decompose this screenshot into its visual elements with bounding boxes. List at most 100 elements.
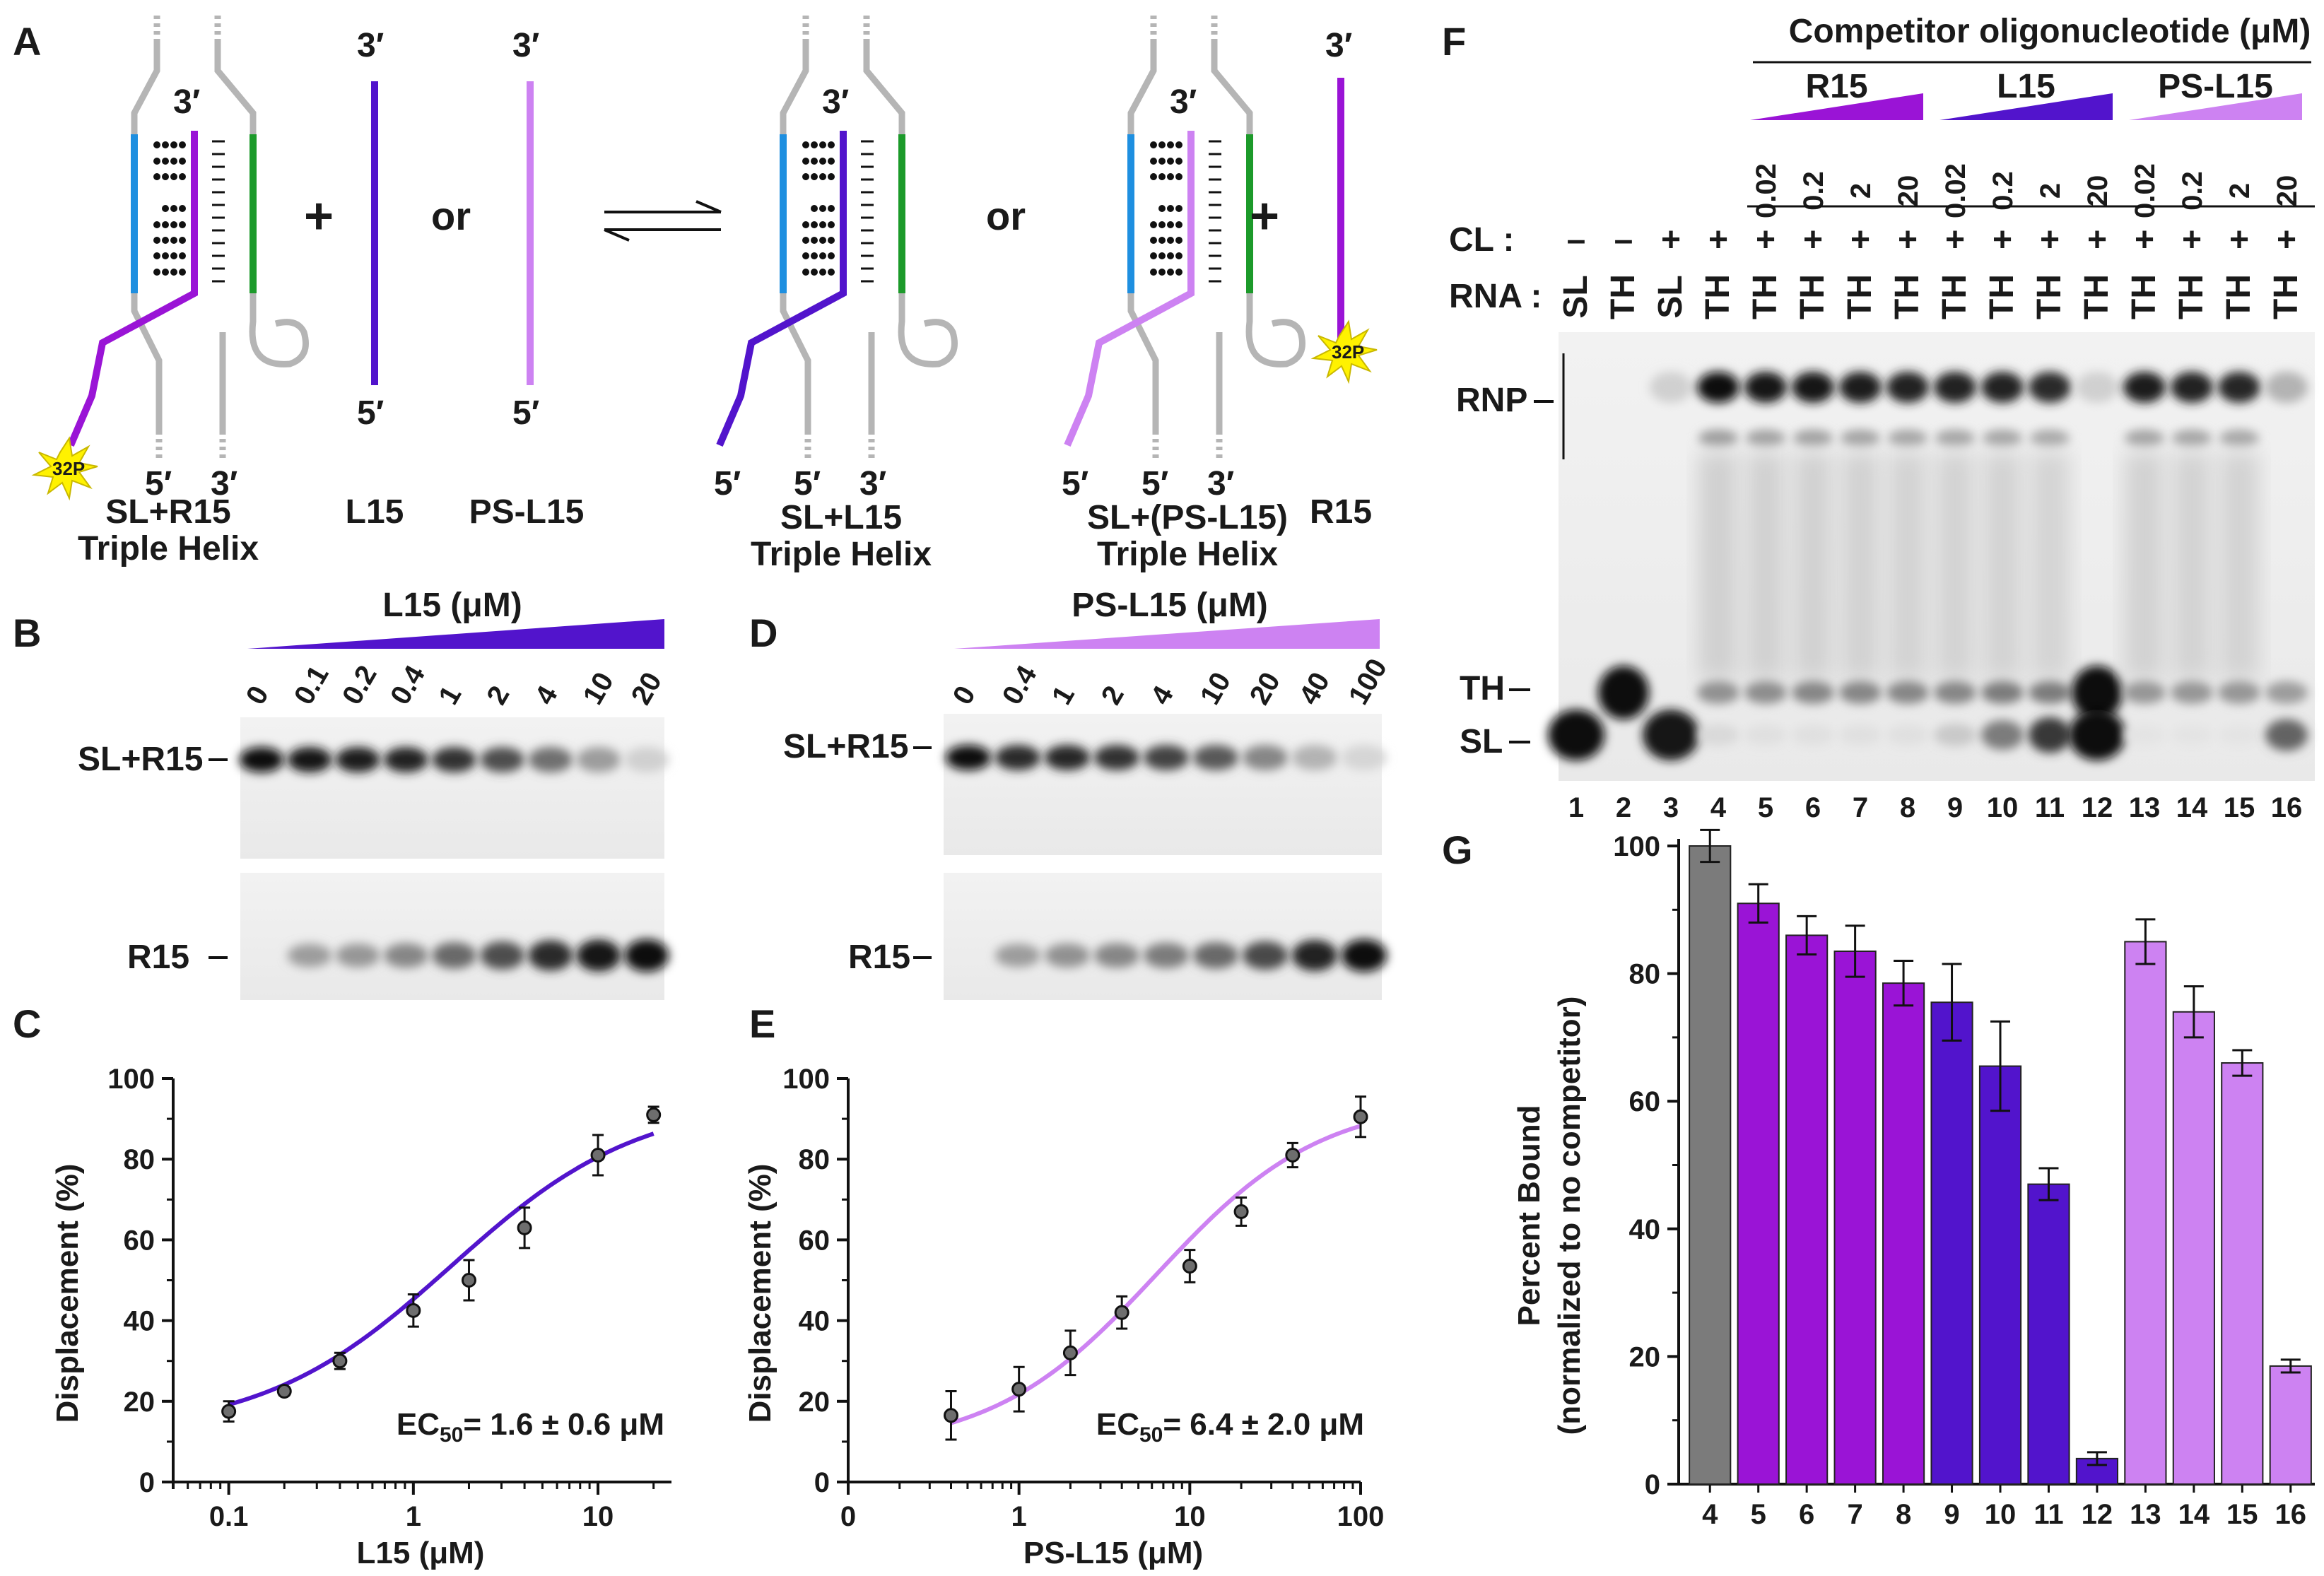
chart-g-axes: 0 20 40 60 80 100 4 5 6 7 8 9 10 11 12 13 14 15 16 xyxy=(1613,831,2315,1530)
caption-sl-ps-l15: SL+(PS-L15) xyxy=(1087,499,1288,536)
lane-label: 0.2 xyxy=(336,660,383,710)
fit-curve xyxy=(228,1131,655,1407)
panel-b-gel: L15 (μM) 0 0.1 0.2 0.4 1 2 4 10 20 SL+R15 R15 xyxy=(78,587,669,1000)
data-point xyxy=(943,1408,958,1423)
y-tick-label: 40 xyxy=(1629,1214,1661,1245)
gel-band-th xyxy=(2029,681,2071,704)
error-bar xyxy=(2280,1358,2301,1374)
x-tick-label: 4 xyxy=(1702,1499,1718,1530)
gel-band-rnp-lower xyxy=(2125,430,2164,447)
lane-number: 10 xyxy=(1987,792,2019,823)
data-point xyxy=(406,1302,421,1318)
x-tick-label: 6 xyxy=(1799,1499,1814,1530)
gel-band-rnp xyxy=(2123,372,2166,403)
concentration-wedge-icon xyxy=(2129,93,2302,120)
rna-label: TH xyxy=(1604,274,1642,319)
strand-end-3prime: 3′ xyxy=(1325,27,1352,64)
strand-end-3prime: 3′ xyxy=(822,83,849,121)
gel-band xyxy=(994,943,1041,968)
concentration-wedge-icon xyxy=(247,619,664,649)
cl-mark: + xyxy=(1803,221,1823,259)
data-point xyxy=(1114,1305,1129,1320)
data-point xyxy=(646,1107,662,1122)
lane-number: 12 xyxy=(2082,792,2113,823)
panel-letter-f: F xyxy=(1442,19,1466,64)
gel-band xyxy=(384,943,428,968)
bar xyxy=(1930,1001,1973,1485)
gel-band xyxy=(335,747,380,772)
gel-band-rnp-lower xyxy=(2172,430,2212,447)
y-tick-label: 0 xyxy=(1645,1469,1660,1500)
gel-band xyxy=(1341,939,1387,972)
gel-band xyxy=(335,943,380,968)
chart-c-points xyxy=(221,1105,662,1423)
lane-label: 0 xyxy=(947,681,982,710)
bar xyxy=(1978,1065,2022,1486)
gel-band-sl xyxy=(1934,723,1976,747)
lane-number: 7 xyxy=(1853,792,1868,823)
bar xyxy=(2269,1365,2312,1485)
gel-band xyxy=(528,747,573,772)
gel-b-bands xyxy=(239,747,669,972)
caption-l15: L15 xyxy=(346,493,404,531)
lane-label: 1 xyxy=(1046,681,1081,710)
data-point xyxy=(1011,1382,1027,1397)
gel-band xyxy=(528,940,573,971)
y-tick-label: 20 xyxy=(799,1387,831,1418)
lane-number: 5 xyxy=(1758,792,1773,823)
data-point xyxy=(221,1404,237,1419)
bar xyxy=(1737,902,1780,1485)
cl-mark: + xyxy=(1945,221,1965,259)
gel-d-title: PS-L15 (μM) xyxy=(1072,587,1267,624)
lane-label: 2 xyxy=(1096,681,1130,710)
caption-ps-l15: PS-L15 xyxy=(469,493,585,531)
gel-band-sl xyxy=(1792,724,1834,746)
data-point xyxy=(1062,1345,1078,1360)
gel-band-rnp xyxy=(2029,372,2071,403)
lane-number: 6 xyxy=(1805,792,1821,823)
gel-band-rnp xyxy=(1650,372,1692,403)
gel-band-th xyxy=(2171,681,2213,704)
gel-smear xyxy=(2172,452,2212,678)
error-bar xyxy=(1942,963,1962,1042)
cl-mark: + xyxy=(1661,221,1681,259)
rna-label: TH xyxy=(1699,274,1737,319)
bar xyxy=(1882,982,1925,1485)
strand-end-5prime: 5′ xyxy=(357,394,384,432)
row-label-cl: CL : xyxy=(1449,221,1514,259)
strand-end-3prime: 3′ xyxy=(1207,465,1234,502)
cl-mark: + xyxy=(1898,221,1918,259)
data-point xyxy=(590,1147,606,1163)
band-label-r15: R15 xyxy=(848,939,910,976)
p32-starburst-icon xyxy=(31,436,98,501)
gel-smear xyxy=(1983,452,2022,678)
rna-label: TH xyxy=(2125,274,2163,319)
x-tick-label: 9 xyxy=(1944,1499,1959,1530)
y-tick-label: 0 xyxy=(139,1467,155,1498)
gel-band xyxy=(1341,745,1387,770)
concentration-label: 0.02 xyxy=(2130,163,2161,218)
equilibrium-arrows-icon xyxy=(604,200,722,242)
chart-c-xlabel: L15 (μM) xyxy=(357,1536,485,1570)
x-tick-label: 7 xyxy=(1847,1499,1862,1530)
data-point xyxy=(1182,1259,1197,1274)
gel-band xyxy=(624,747,669,772)
concentration-label: 2 xyxy=(2224,183,2255,199)
y-tick-label: 20 xyxy=(124,1387,155,1418)
gel-band xyxy=(1044,745,1091,770)
rna-label: TH xyxy=(1889,274,1926,319)
concentration-wedge-icon xyxy=(1939,93,2113,120)
gel-band xyxy=(287,747,332,772)
strand-end-5prime: 5′ xyxy=(1142,465,1168,502)
error-bar xyxy=(2183,985,2204,1039)
strand-end-3prime: 3′ xyxy=(357,27,384,64)
gel-smear xyxy=(1746,452,1785,678)
rna-label: TH xyxy=(1794,274,1831,319)
y-tick-label: 100 xyxy=(107,1064,155,1095)
gel-band-rnp xyxy=(1886,372,1929,403)
error-bar xyxy=(2232,1049,2253,1077)
competitor-title: Competitor oligonucleotide (μM) xyxy=(1789,13,2311,50)
lane-label: 2 xyxy=(481,681,515,710)
cl-mark: – xyxy=(1567,221,1586,259)
